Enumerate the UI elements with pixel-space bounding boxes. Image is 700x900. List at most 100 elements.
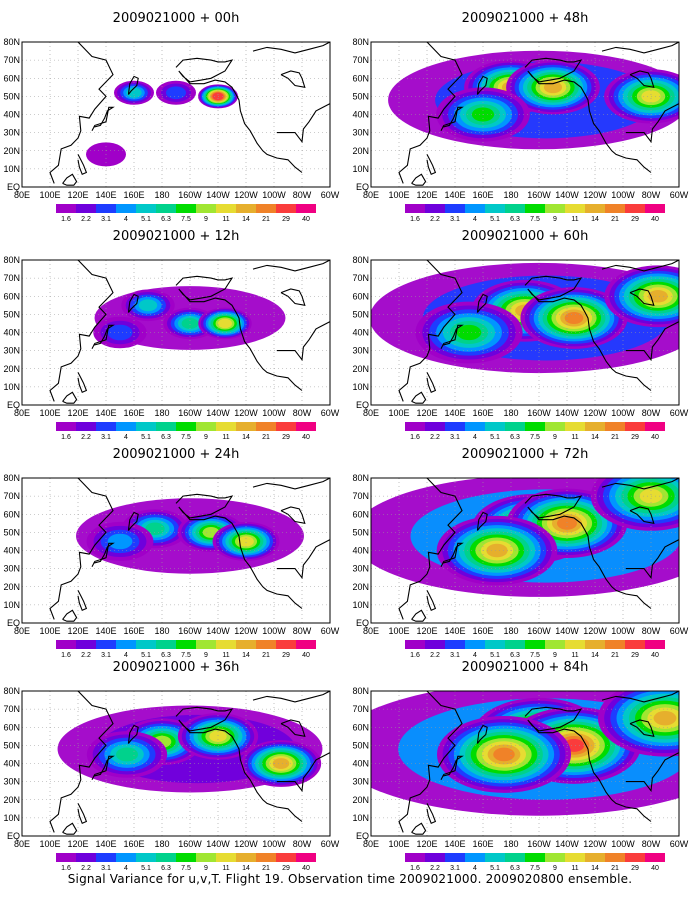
coastline: [280, 288, 306, 307]
colorbar-label: 2.2: [430, 865, 440, 872]
panel-title: 2009021000 + 60h: [462, 229, 589, 244]
colorbar-swatch: [296, 640, 316, 649]
colorbar-label: 2.2: [81, 652, 91, 659]
x-tick-label: 140E: [95, 190, 116, 200]
x-tick-label: 120E: [67, 626, 88, 636]
x-tick-label: 160W: [527, 839, 551, 849]
x-tick-label: 120E: [67, 839, 88, 849]
coastline: [91, 542, 115, 568]
field-contour: [648, 289, 668, 303]
colorbar-swatch: [645, 640, 665, 649]
x-tick-label: 160E: [123, 626, 144, 636]
coastlines: [49, 691, 330, 835]
colorbar-swatch: [525, 640, 545, 649]
colorbar-swatch: [405, 422, 425, 431]
colorbar-swatch: [176, 422, 196, 431]
coastline: [49, 478, 114, 620]
x-tick-label: 120W: [583, 408, 607, 418]
colorbar-label: 7.5: [530, 652, 540, 659]
colorbar-label: 5.1: [490, 434, 500, 441]
y-tick-label: 60N: [352, 509, 369, 519]
colorbar-swatch: [156, 204, 176, 213]
y-tick-label: 60N: [3, 509, 20, 519]
colorbar-swatch: [216, 640, 236, 649]
x-tick-label: 80E: [14, 408, 30, 418]
colorbar-label: 29: [631, 434, 639, 441]
coastline: [426, 590, 437, 612]
colorbar-label: 14: [591, 216, 599, 223]
colorbar-label: 2.2: [430, 216, 440, 223]
colorbar-swatch: [116, 204, 136, 213]
coastlines: [49, 260, 330, 404]
colorbar-swatch: [565, 853, 585, 862]
colorbar-swatch: [645, 204, 665, 213]
x-tick-label: 120W: [583, 190, 607, 200]
x-tick-label: 100W: [262, 408, 286, 418]
colorbar-swatch: [445, 422, 465, 431]
x-tick-label: 100E: [388, 839, 409, 849]
y-tick-label: 20N: [352, 364, 369, 374]
panel-title: 2009021000 + 72h: [462, 447, 589, 462]
field-contour: [556, 516, 578, 530]
y-tick-label: 80N: [3, 255, 20, 265]
x-tick-label: 80E: [14, 626, 30, 636]
x-tick-label: 80W: [293, 408, 312, 418]
colorbar: 1.6 2.2 3.1 4 5.1 6.3 7.5 9 11 14 21 29 40: [56, 204, 316, 223]
colorbar-label: 2.2: [81, 434, 91, 441]
y-tick-label: 30N: [3, 564, 20, 574]
x-tick-label: 100W: [611, 190, 635, 200]
colorbar-label: 6.3: [510, 216, 520, 223]
x-tick-label: 180: [154, 839, 169, 849]
x-tick-label: 80W: [293, 626, 312, 636]
colorbar-label: 5.1: [490, 652, 500, 659]
coastline: [476, 293, 488, 313]
colorbar-swatch: [445, 640, 465, 649]
coastline: [175, 493, 303, 609]
y-tick-label: 10N: [352, 382, 369, 392]
coastline: [524, 706, 652, 822]
y-tick-label: 40N: [3, 546, 20, 556]
x-tick-label: 120W: [234, 626, 258, 636]
colorbar-label: 21: [262, 652, 270, 659]
colorbar-label: 1.6: [410, 865, 420, 872]
y-tick-label: EQ: [7, 831, 20, 841]
y-tick-label: 40N: [352, 546, 369, 556]
x-tick-label: 100W: [262, 839, 286, 849]
coastline: [625, 321, 679, 362]
coastline: [629, 719, 655, 738]
y-tick-label: 40N: [3, 110, 20, 120]
colorbar-swatch: [156, 640, 176, 649]
colorbar-label: 9: [553, 434, 557, 441]
colorbar-label: 2.2: [81, 216, 91, 223]
field-contour: [116, 747, 138, 762]
coastline: [398, 260, 463, 402]
colorbar-swatch: [425, 640, 445, 649]
coastline: [276, 321, 330, 362]
coastline: [440, 755, 464, 781]
colorbar-label: 4: [124, 865, 128, 872]
panel-title: 2009021000 + 48h: [462, 11, 589, 26]
colorbar-label: 6.3: [161, 216, 171, 223]
x-tick-label: 160W: [527, 190, 551, 200]
plot-background: [22, 42, 330, 187]
colorbar-label: 5.1: [141, 652, 151, 659]
chart-panel-36h: 2009021000 + 36h 80E 100E 120E 140E 160E 180 16…: [3, 660, 339, 872]
coastline: [280, 719, 306, 738]
y-tick-label: 70N: [352, 55, 369, 65]
coastline: [411, 173, 427, 186]
x-tick-label: 140W: [206, 626, 230, 636]
colorbar-swatch: [465, 640, 485, 649]
y-tick-label: 10N: [3, 382, 20, 392]
x-tick-label: 120E: [416, 626, 437, 636]
colorbar-label: 7.5: [530, 216, 540, 223]
coastline: [440, 542, 464, 568]
panel-title: 2009021000 + 00h: [113, 11, 240, 26]
colorbar: 1.6 2.2 3.1 4 5.1 6.3 7.5 9 11 14 21 29 40: [405, 853, 665, 872]
y-tick-label: 30N: [3, 128, 20, 138]
coastline: [524, 275, 652, 391]
y-tick-label: 10N: [352, 164, 369, 174]
colorbar-swatch: [565, 640, 585, 649]
x-tick-label: 80E: [14, 190, 30, 200]
coastline: [49, 42, 114, 184]
x-tick-label: 80E: [363, 839, 379, 849]
